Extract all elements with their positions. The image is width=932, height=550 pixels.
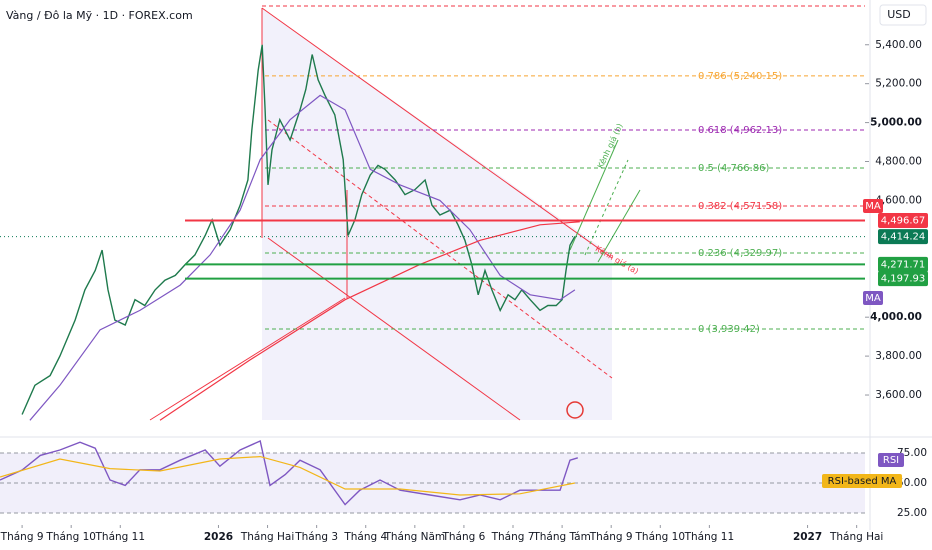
price-tag-label: 4,496.67 <box>881 216 926 227</box>
trend-line <box>261 7 613 259</box>
trend-line <box>267 119 613 379</box>
legend-tag <box>878 453 904 467</box>
x-tick-label: Tháng 4 <box>343 531 387 543</box>
channel-line <box>569 139 619 251</box>
event-icon[interactable] <box>566 401 584 419</box>
price-tag <box>878 229 928 245</box>
legend-label: RSI-based MA <box>828 476 897 487</box>
x-tick-label: Tháng 9 <box>0 531 44 543</box>
fib-label: 0.382 (4,571.58) <box>698 201 782 212</box>
price-tag-label: 4,414.24 <box>881 232 926 243</box>
x-tick-label: Tháng 6 <box>441 531 485 543</box>
legend-label: RSI <box>883 455 899 466</box>
y-tick-label: 75.00 <box>897 447 927 459</box>
x-tick-label: Tháng 7 <box>491 531 535 543</box>
x-tick-label: Tháng 3 <box>294 531 338 543</box>
series-line <box>0 440 579 506</box>
x-tick-label: Tháng 10 <box>45 531 96 543</box>
x-tick-label: Tháng Hai <box>829 531 883 543</box>
currency[interactable]: USD <box>887 8 911 21</box>
price-tag <box>878 256 928 272</box>
legend-tag <box>863 199 883 213</box>
y-tick-label: 4,600.00 <box>875 194 922 206</box>
rsi-band <box>0 452 865 513</box>
price-tag-label: 4,197.93 <box>881 274 926 285</box>
y-tick-label: 3,800.00 <box>875 350 922 362</box>
channel-line <box>597 189 641 263</box>
price-tag <box>878 271 928 287</box>
currency-box[interactable] <box>879 4 927 26</box>
y-tick-label: 5,400.00 <box>875 39 922 51</box>
price-tag <box>878 213 928 229</box>
y-tick-label: 25.00 <box>897 507 927 519</box>
y-tick-label: 3,600.00 <box>875 389 922 401</box>
y-tick-label: 4,800.00 <box>875 156 922 168</box>
legend-tag <box>863 291 883 305</box>
x-tick-label: Tháng Năm <box>383 531 445 543</box>
series-line <box>0 455 576 496</box>
legend-tag <box>822 474 902 488</box>
fib-label: 0.5 (4,766.86) <box>698 163 770 174</box>
price-tag-label: 4,271.71 <box>881 259 926 270</box>
x-tick-label: Tháng Hai <box>240 531 294 543</box>
trend-line <box>149 297 346 421</box>
x-tick-label: 2026 <box>204 531 233 543</box>
series-line <box>29 94 576 421</box>
x-tick-label: Tháng Tám <box>532 531 591 543</box>
fib-label: 0 (3,939.42) <box>698 324 760 335</box>
x-tick-label: Tháng 9 <box>589 531 633 543</box>
symbol-title[interactable]: Vàng / Đô la Mỹ · 1D · FOREX.com <box>6 9 193 22</box>
fib-label: 0.236 (4,329.97) <box>698 248 782 259</box>
fib-label: 0.786 (5,240.15) <box>698 71 782 82</box>
x-tick-label: Tháng 10 <box>635 531 686 543</box>
y-tick-label: 5,000.00 <box>870 117 922 129</box>
fib-label: 0.618 (4,962.13) <box>698 125 782 136</box>
x-tick-label: Tháng 11 <box>684 531 735 543</box>
x-tick-label: 2027 <box>793 531 822 543</box>
series-line <box>21 44 576 415</box>
y-tick-label: 50.00 <box>897 477 927 489</box>
legend-label: MA <box>865 293 881 304</box>
x-tick-label: Tháng 11 <box>95 531 146 543</box>
y-tick-label: 5,200.00 <box>875 78 922 90</box>
legend-label: MA <box>865 201 881 212</box>
pattern-fill <box>262 8 612 420</box>
channel-line <box>584 159 629 256</box>
y-tick-label: 4,000.00 <box>870 311 922 323</box>
